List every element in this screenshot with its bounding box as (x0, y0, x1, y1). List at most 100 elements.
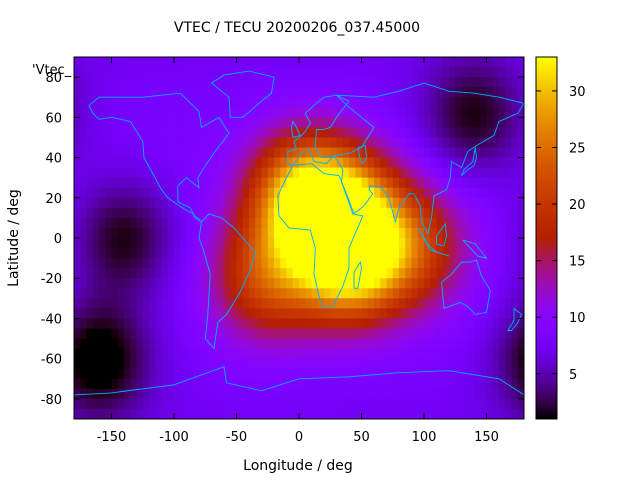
heatmap-cell (217, 248, 225, 259)
heatmap-cell (305, 298, 312, 309)
heatmap-cell (367, 227, 375, 239)
heatmap-cell (274, 207, 281, 219)
heatmap-cell (430, 87, 437, 98)
heatmap-cell (317, 398, 325, 410)
heatmap-cell (186, 57, 194, 68)
heatmap-cell (417, 348, 425, 360)
heatmap-cell (392, 217, 400, 229)
heatmap-cell (311, 57, 319, 68)
heatmap-cell (255, 248, 262, 259)
heatmap-cell (99, 107, 106, 118)
heatmap-cell (217, 278, 225, 289)
y-tick-label: 60 (45, 111, 62, 126)
colorbar-tick-label: 10 (569, 311, 586, 326)
heatmap-cell (411, 388, 419, 400)
heatmap-cell (492, 328, 500, 339)
heatmap-cell (442, 358, 450, 370)
heatmap-cell (405, 268, 412, 279)
heatmap-cell (336, 127, 344, 138)
heatmap-cell (292, 318, 300, 329)
heatmap-cell (142, 308, 150, 319)
heatmap-cell (261, 278, 269, 289)
heatmap-cell (430, 217, 437, 229)
heatmap-cell (211, 298, 219, 309)
heatmap-cell (192, 157, 200, 169)
heatmap-cell (149, 268, 156, 279)
heatmap-cell (374, 207, 381, 219)
heatmap-cell (286, 177, 294, 189)
heatmap-cell (92, 87, 100, 98)
heatmap-cell (292, 127, 300, 138)
heatmap-cell (136, 217, 144, 229)
heatmap-cell (117, 137, 125, 148)
x-tick-label: -150 (97, 430, 127, 445)
heatmap-cell (511, 117, 519, 128)
heatmap-cell (392, 408, 400, 420)
heatmap-cell (267, 388, 275, 400)
heatmap-cell (267, 248, 275, 259)
heatmap-cell (261, 268, 269, 279)
heatmap-cell (336, 57, 344, 68)
heatmap-cell (399, 408, 406, 420)
heatmap-cell (336, 177, 344, 189)
heatmap-cell (74, 197, 81, 209)
heatmap-cell (217, 147, 225, 158)
heatmap-cell (361, 258, 369, 269)
heatmap-cell (436, 348, 444, 360)
heatmap-cell (455, 177, 462, 189)
heatmap-cell (211, 248, 219, 259)
heatmap-cell (111, 127, 119, 138)
heatmap-cell (249, 368, 256, 380)
heatmap-cell (374, 248, 381, 259)
heatmap-cell (436, 107, 444, 118)
heatmap-cell (105, 378, 112, 390)
heatmap-cell (430, 117, 437, 128)
heatmap-cell (417, 278, 425, 289)
heatmap-cell (467, 378, 475, 390)
heatmap-cell (499, 67, 506, 78)
heatmap-cell (136, 338, 144, 350)
heatmap-cell (286, 117, 294, 128)
heatmap-cell (505, 308, 512, 319)
heatmap-cell (311, 318, 319, 329)
heatmap-cell (511, 157, 519, 169)
heatmap-cell (192, 408, 200, 420)
heatmap-cell (405, 157, 412, 169)
heatmap-cell (324, 258, 331, 269)
heatmap-cell (117, 268, 125, 279)
heatmap-cell (74, 328, 81, 339)
heatmap-cell (486, 217, 494, 229)
heatmap-cell (461, 248, 469, 259)
heatmap-cell (255, 378, 262, 390)
heatmap-cell (405, 388, 412, 400)
heatmap-cell (99, 157, 106, 169)
heatmap-cell (136, 97, 144, 108)
heatmap-cell (299, 77, 306, 88)
heatmap-cell (317, 217, 325, 229)
heatmap-cell (367, 348, 375, 360)
heatmap-cell (480, 107, 487, 118)
heatmap-cell (305, 338, 312, 350)
heatmap-cell (74, 338, 81, 350)
heatmap-cell (442, 338, 450, 350)
heatmap-cell (424, 87, 431, 98)
heatmap-cell (374, 137, 381, 148)
heatmap-cell (330, 328, 337, 339)
heatmap-cell (167, 328, 175, 339)
heatmap-cell (430, 67, 437, 78)
heatmap-cell (255, 398, 262, 410)
heatmap-cell (105, 268, 112, 279)
heatmap-cell (99, 238, 106, 249)
heatmap-cell (405, 117, 412, 128)
heatmap-cell (274, 137, 281, 148)
heatmap-cell (442, 77, 450, 88)
heatmap-cell (99, 368, 106, 380)
heatmap-cell (330, 87, 337, 98)
heatmap-cell (242, 298, 250, 309)
heatmap-cell (380, 398, 387, 410)
heatmap-cell (330, 227, 337, 239)
heatmap-cell (105, 107, 112, 118)
heatmap-cell (361, 157, 369, 169)
heatmap-cell (280, 97, 287, 108)
heatmap-cell (199, 67, 206, 78)
